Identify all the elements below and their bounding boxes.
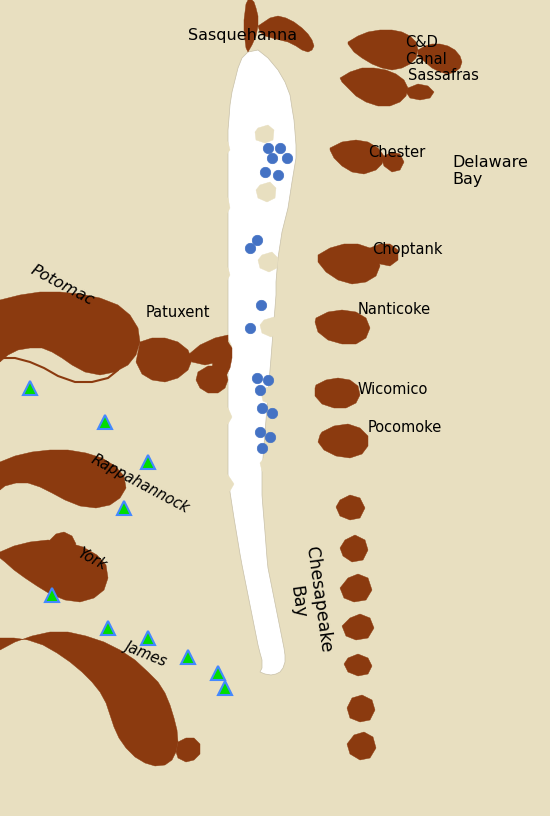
Polygon shape [0,540,108,602]
Polygon shape [176,738,200,762]
Polygon shape [418,44,462,74]
Polygon shape [196,366,228,393]
Polygon shape [244,0,258,52]
Text: Pocomoke: Pocomoke [368,420,442,435]
Polygon shape [344,654,372,676]
Polygon shape [212,342,232,380]
Polygon shape [212,264,230,283]
Polygon shape [260,317,280,337]
Text: Rappahannock: Rappahannock [89,452,191,517]
Text: James: James [122,638,169,668]
Polygon shape [318,244,380,284]
Polygon shape [215,472,234,492]
Polygon shape [330,140,384,174]
Polygon shape [336,495,365,520]
Text: Wicomico: Wicomico [358,382,428,397]
Text: Nanticoke: Nanticoke [358,302,431,317]
Text: Choptank: Choptank [372,242,443,257]
Polygon shape [213,335,232,355]
Text: Chester: Chester [368,145,425,160]
Text: Sassafras: Sassafras [408,68,479,83]
Polygon shape [258,252,278,272]
Polygon shape [0,632,178,766]
Polygon shape [382,152,404,172]
Polygon shape [260,455,280,475]
Polygon shape [255,125,274,143]
Polygon shape [340,535,368,562]
Polygon shape [340,574,372,602]
Polygon shape [210,138,230,156]
Polygon shape [340,68,408,106]
Text: Patuxent: Patuxent [146,305,210,320]
Polygon shape [318,424,368,458]
Text: Potomac: Potomac [28,262,96,308]
Polygon shape [258,16,314,52]
Text: C&D
Canal: C&D Canal [405,35,447,68]
Polygon shape [212,195,230,215]
Polygon shape [0,292,140,375]
Polygon shape [0,450,126,508]
Text: Delaware
Bay: Delaware Bay [452,155,528,188]
Polygon shape [348,30,418,70]
Polygon shape [261,385,281,405]
Polygon shape [315,378,360,408]
Polygon shape [370,244,398,266]
Text: York: York [75,545,109,573]
Polygon shape [188,335,228,365]
Polygon shape [50,532,76,552]
Polygon shape [342,614,374,640]
Polygon shape [406,84,434,100]
Polygon shape [256,182,276,202]
Polygon shape [228,50,296,675]
Polygon shape [315,310,370,344]
Text: Chesapeake
Bay: Chesapeake Bay [282,545,334,656]
Text: Sasquehanna: Sasquehanna [189,28,298,43]
Polygon shape [347,695,375,722]
Polygon shape [213,405,232,425]
Polygon shape [347,732,376,760]
Polygon shape [136,338,192,382]
